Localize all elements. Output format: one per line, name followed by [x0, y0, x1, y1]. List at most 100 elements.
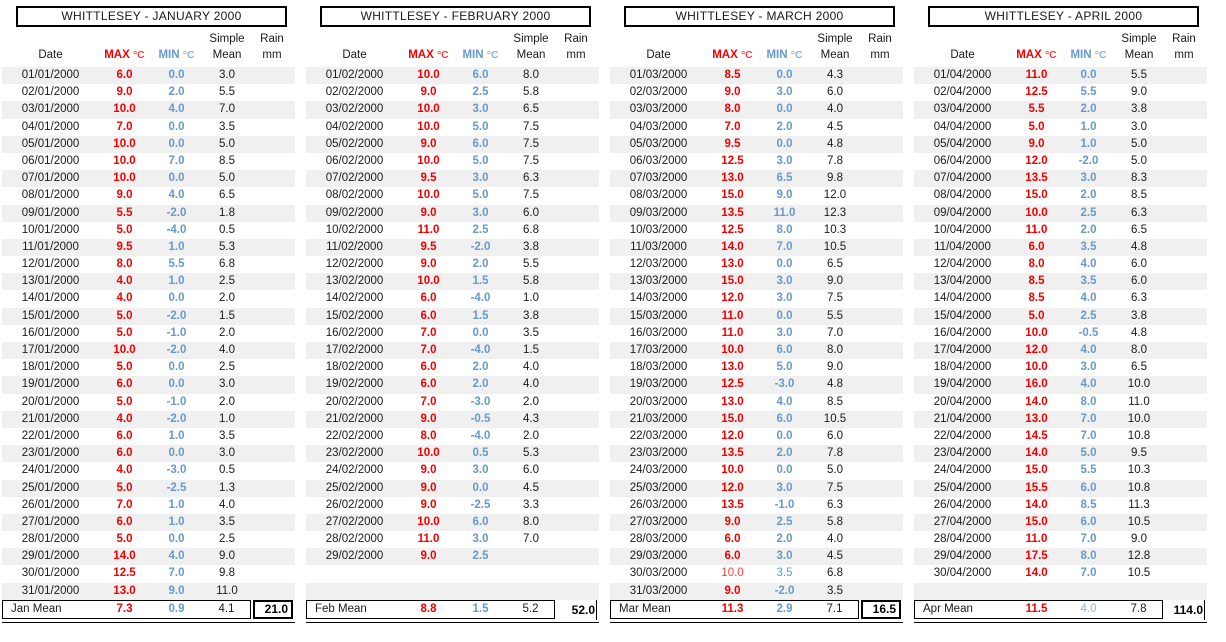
cell-date[interactable]: 06/03/2000 [629, 154, 688, 167]
cell-max-temp[interactable]: 15.0 [1025, 189, 1048, 202]
cell-date[interactable]: 22/03/2000 [629, 429, 688, 442]
cell-simple-mean[interactable]: 6.8 [827, 567, 843, 580]
header-mean-label[interactable]: Mean [212, 49, 242, 61]
cell-date[interactable]: 04/04/2000 [933, 120, 992, 133]
cell-date[interactable]: 27/03/2000 [629, 515, 688, 528]
header-rain-label[interactable]: Rain [260, 33, 284, 45]
mean-min-temp[interactable]: 2.9 [758, 600, 811, 620]
cell-date[interactable]: 09/03/2000 [629, 206, 688, 219]
cell-min-temp[interactable]: 3.0 [472, 464, 489, 477]
cell-date[interactable]: 12/03/2000 [629, 258, 688, 271]
cell-min-temp[interactable]: 5.0 [472, 189, 489, 202]
cell-simple-mean[interactable]: 9.0 [827, 275, 843, 288]
cell-date[interactable]: 22/01/2000 [21, 429, 80, 442]
cell-simple-mean[interactable]: 7.5 [523, 189, 539, 202]
cell-simple-mean[interactable]: 5.0 [1131, 154, 1147, 167]
cell-date[interactable]: 14/04/2000 [933, 292, 992, 305]
cell-simple-mean[interactable]: 10.0 [1127, 412, 1151, 425]
cell-max-temp[interactable]: 12.0 [721, 481, 744, 494]
cell-min-temp[interactable]: 0.0 [776, 429, 793, 442]
cell-min-temp[interactable]: -2.0 [166, 206, 187, 219]
cell-date[interactable]: 05/01/2000 [21, 137, 80, 150]
cell-date[interactable]: 15/03/2000 [629, 309, 688, 322]
cell-simple-mean[interactable]: 4.5 [827, 120, 843, 133]
cell-date[interactable]: 16/03/2000 [629, 326, 688, 339]
header-simple-label[interactable]: Simple [1121, 33, 1157, 45]
cell-date[interactable]: 02/02/2000 [325, 86, 384, 99]
cell-date[interactable]: 13/03/2000 [629, 275, 688, 288]
cell-date[interactable]: 26/04/2000 [933, 498, 992, 511]
cell-simple-mean[interactable]: 10.3 [1127, 464, 1151, 477]
cell-simple-mean[interactable]: 11.3 [1128, 498, 1150, 511]
cell-max-temp[interactable]: 6.0 [116, 69, 133, 81]
cell-simple-mean[interactable]: 1.0 [523, 292, 539, 305]
cell-max-temp[interactable]: 7.0 [116, 498, 133, 511]
cell-max-temp[interactable]: 10.0 [113, 344, 136, 356]
table-title[interactable]: WHITTLESEY - JANUARY 2000 [16, 6, 287, 27]
cell-date[interactable]: 27/04/2000 [933, 515, 992, 528]
mean-simple-mean[interactable]: 5.2 [507, 600, 555, 620]
cell-max-temp[interactable]: 12.5 [721, 223, 744, 236]
cell-max-temp[interactable]: 10.0 [113, 137, 136, 150]
cell-date[interactable]: 20/01/2000 [21, 395, 80, 408]
cell-min-temp[interactable]: -3.0 [774, 378, 795, 391]
cell-min-temp[interactable]: 4.0 [1080, 378, 1097, 391]
cell-date[interactable]: 03/01/2000 [21, 103, 80, 116]
cell-min-temp[interactable]: 2.5 [472, 86, 489, 99]
header-rain-label[interactable]: Rain [564, 33, 588, 45]
cell-simple-mean[interactable]: 8.0 [523, 69, 539, 81]
cell-date[interactable]: 13/04/2000 [933, 275, 992, 288]
cell-min-temp[interactable]: -0.5 [1078, 326, 1099, 339]
cell-min-temp[interactable]: 6.0 [776, 344, 793, 356]
header-date-label[interactable]: Date [342, 49, 367, 61]
cell-min-temp[interactable]: 8.5 [1080, 498, 1097, 511]
cell-max-temp[interactable]: 8.0 [116, 258, 133, 271]
cell-max-temp[interactable]: 9.0 [420, 86, 437, 99]
cell-min-temp[interactable]: 6.0 [472, 515, 489, 528]
cell-simple-mean[interactable]: 10.5 [823, 240, 847, 253]
cell-simple-mean[interactable]: 3.8 [1131, 103, 1147, 116]
mean-max-temp[interactable]: 7.3 [99, 600, 150, 620]
cell-max-temp[interactable]: 15.5 [1025, 481, 1048, 494]
cell-max-temp[interactable]: 10.0 [417, 154, 440, 167]
cell-simple-mean[interactable]: 2.0 [523, 395, 539, 408]
cell-date[interactable]: 18/01/2000 [21, 361, 80, 374]
cell-date[interactable]: 08/01/2000 [21, 189, 80, 202]
cell-date[interactable]: 01/03/2000 [629, 69, 688, 81]
cell-max-temp[interactable]: 15.0 [1025, 515, 1048, 528]
cell-max-temp[interactable]: 9.0 [420, 550, 437, 563]
cell-max-temp[interactable]: 13.0 [721, 258, 744, 271]
cell-max-temp[interactable]: 5.0 [1028, 120, 1045, 133]
cell-min-temp[interactable]: 0.0 [776, 464, 793, 477]
cell-simple-mean[interactable]: 5.0 [219, 137, 235, 150]
cell-simple-mean[interactable]: 10.0 [1127, 378, 1151, 391]
header-min-label[interactable]: MIN °C [454, 47, 507, 63]
cell-max-temp[interactable]: 6.0 [1028, 240, 1045, 253]
cell-simple-mean[interactable]: 6.0 [827, 429, 843, 442]
cell-max-temp[interactable]: 5.0 [116, 223, 133, 236]
header-date-label[interactable]: Date [38, 49, 63, 61]
cell-simple-mean[interactable]: 2.5 [219, 361, 235, 374]
cell-date[interactable]: 07/02/2000 [325, 172, 384, 185]
cell-max-temp[interactable]: 10.0 [1025, 326, 1048, 339]
cell-max-temp[interactable]: 12.5 [721, 378, 744, 391]
cell-max-temp[interactable]: 4.0 [116, 464, 133, 477]
cell-max-temp[interactable]: 10.0 [417, 69, 440, 81]
cell-date[interactable]: 22/04/2000 [933, 429, 992, 442]
cell-min-temp[interactable]: 9.0 [168, 584, 185, 597]
cell-min-temp[interactable]: 2.0 [776, 533, 793, 546]
mean-min-temp[interactable]: 1.5 [454, 600, 507, 620]
table-title[interactable]: WHITTLESEY - APRIL 2000 [928, 6, 1199, 27]
cell-min-temp[interactable]: 0.0 [168, 447, 185, 460]
cell-max-temp[interactable]: 6.0 [420, 361, 437, 374]
cell-simple-mean[interactable]: 5.8 [827, 515, 843, 528]
cell-simple-mean[interactable]: 6.0 [1131, 258, 1147, 271]
cell-min-temp[interactable]: 0.0 [776, 69, 793, 81]
cell-max-temp[interactable]: 13.5 [721, 447, 744, 460]
cell-date[interactable]: 25/03/2000 [629, 481, 688, 494]
cell-date[interactable]: 22/02/2000 [325, 429, 384, 442]
cell-max-temp[interactable]: 13.0 [113, 584, 136, 597]
cell-max-temp[interactable]: 10.0 [1025, 361, 1048, 374]
cell-simple-mean[interactable]: 6.5 [827, 258, 843, 271]
cell-date[interactable]: 04/02/2000 [325, 120, 384, 133]
